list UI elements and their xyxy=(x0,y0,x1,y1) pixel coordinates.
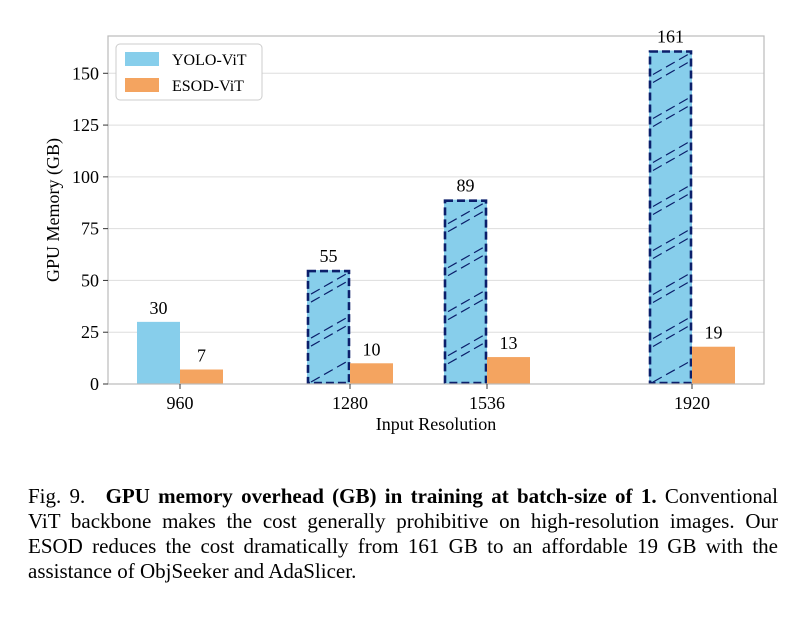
hatch-stroke xyxy=(310,273,347,295)
legend-label-yolo-vit: YOLO-ViT xyxy=(172,52,247,69)
bar-outline-1920 xyxy=(648,50,693,385)
hatch-stroke xyxy=(652,273,689,296)
bar-yolo-vit-1536 xyxy=(444,199,487,384)
data-label-esod-vit-1536: 13 xyxy=(500,333,518,353)
y-tick-label: 125 xyxy=(72,115,99,135)
bar-hatch-1280 xyxy=(310,273,347,383)
bar-esod-vit-1280 xyxy=(350,363,393,384)
bar-esod-vit-960 xyxy=(180,369,223,384)
hatch-stroke xyxy=(652,61,689,84)
x-axis-label: Input Resolution xyxy=(376,414,497,434)
hatch-stroke xyxy=(447,335,484,357)
data-label-yolo-vit-960: 30 xyxy=(150,298,168,318)
hatch-stroke xyxy=(447,343,484,365)
x-tick-label: 1920 xyxy=(674,393,710,413)
bar-yolo-vit-1280 xyxy=(307,270,350,384)
hatch-stroke xyxy=(310,361,347,383)
hatch-stroke xyxy=(652,149,689,172)
hatch-stroke xyxy=(310,281,347,303)
legend: YOLO-ViT ESOD-ViT xyxy=(115,43,263,101)
figure-caption: Fig. 9. GPU memory overhead (GB) in trai… xyxy=(28,484,778,584)
hatch-stroke xyxy=(310,325,347,347)
caption-bold-title: GPU memory overhead (GB) in training at … xyxy=(105,484,657,508)
bar-outline-1280 xyxy=(306,269,351,385)
hatch-stroke xyxy=(652,141,689,164)
y-tick-label: 100 xyxy=(72,167,99,187)
data-label-yolo-vit-1280: 55 xyxy=(320,246,338,266)
data-label-yolo-vit-1536: 89 xyxy=(457,176,475,196)
hatch-stroke xyxy=(652,317,689,340)
y-tick-label: 0 xyxy=(90,374,99,394)
bar-outline-1536 xyxy=(443,199,488,385)
hatch-stroke xyxy=(652,105,689,128)
hatch-stroke xyxy=(447,299,484,321)
hatch-stroke xyxy=(447,291,484,313)
legend-label-esod-vit: ESOD-ViT xyxy=(172,78,244,95)
x-tick-label: 1280 xyxy=(332,393,368,413)
y-axis-label: GPU Memory (GB) xyxy=(43,138,64,282)
data-label-yolo-vit-1920: 161 xyxy=(657,27,684,47)
bar-hatch-1536 xyxy=(447,203,484,365)
hatch-stroke xyxy=(652,53,689,76)
y-tick-label: 150 xyxy=(72,63,99,83)
bar-yolo-vit-960 xyxy=(137,321,180,384)
hatch-stroke xyxy=(652,325,689,348)
x-tick-label: 960 xyxy=(167,393,194,413)
y-tick-label: 25 xyxy=(81,322,99,342)
hatch-stroke xyxy=(447,203,484,225)
caption-text: Conventional ViT backbone makes the cost… xyxy=(28,484,779,583)
hatch-stroke xyxy=(447,211,484,233)
bar-chart: 0 25 50 75 100 125 150 960 1280 1536 1920 30 55 89 16… xyxy=(43,27,765,434)
data-label-esod-vit-1920: 19 xyxy=(705,323,723,343)
hatch-stroke xyxy=(447,255,484,277)
hatch-stroke xyxy=(652,237,689,260)
hatch-stroke xyxy=(652,193,689,216)
hatch-stroke xyxy=(652,185,689,208)
plot-frame xyxy=(107,35,765,385)
hatch-stroke xyxy=(310,317,347,339)
y-tick-label: 75 xyxy=(81,219,99,239)
hatch-stroke xyxy=(652,97,689,120)
bar-esod-vit-1536 xyxy=(487,357,530,384)
hatch-stroke xyxy=(652,361,689,383)
hatch-stroke xyxy=(652,229,689,252)
data-label-esod-vit-1280: 10 xyxy=(363,339,381,359)
x-tick-label: 1536 xyxy=(469,393,505,413)
hatch-stroke xyxy=(652,281,689,304)
caption-label: Fig. 9. xyxy=(28,484,86,508)
legend-swatch-esod-vit xyxy=(125,78,159,92)
legend-swatch-yolo-vit xyxy=(125,52,159,66)
hatch-stroke xyxy=(447,247,484,269)
bar-esod-vit-1920 xyxy=(692,346,735,384)
bar-hatch-1920 xyxy=(652,53,689,383)
y-tick-label: 50 xyxy=(81,270,99,290)
data-label-esod-vit-960: 7 xyxy=(197,346,206,366)
